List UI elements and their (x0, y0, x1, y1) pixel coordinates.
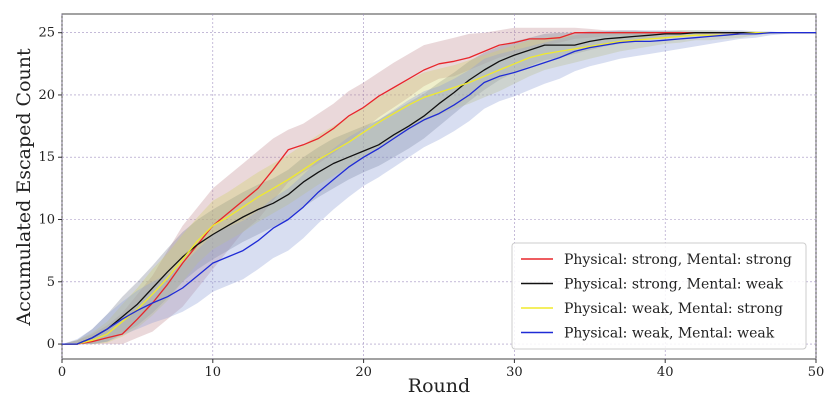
y-tick-label: 20 (38, 88, 55, 103)
x-tick-label: 20 (355, 365, 372, 380)
y-axis-label: Accumulated Escaped Count (13, 48, 35, 327)
y-axis-ticks: 0 5 10 15 20 25 (38, 26, 62, 352)
legend-label-2: Physical: weak, Mental: strong (564, 301, 783, 317)
x-tick-label: 30 (506, 365, 523, 380)
legend-label-3: Physical: weak, Mental: weak (564, 326, 775, 342)
legend-label-0: Physical: strong, Mental: strong (564, 252, 792, 268)
legend-box (511, 242, 807, 350)
y-tick-label: 5 (47, 275, 55, 290)
series-1-band (62, 31, 816, 345)
x-axis-ticks: 0 10 20 30 40 50 (58, 359, 824, 380)
x-tick-label: 0 (58, 365, 66, 380)
series-3-band (62, 30, 816, 345)
x-tick-label: 50 (808, 365, 825, 380)
legend-label-1: Physical: strong, Mental: weak (564, 277, 784, 293)
legend: Physical: strong, Mental: strong Physical… (511, 242, 807, 350)
series-lines (62, 32, 816, 345)
series-0-band (62, 27, 816, 345)
x-tick-label: 10 (205, 365, 222, 380)
series-2-line (62, 32, 816, 345)
x-tick-label: 40 (657, 365, 674, 380)
y-tick-label: 15 (38, 150, 55, 165)
x-axis-label: Round (408, 375, 470, 397)
y-tick-label: 25 (38, 26, 55, 41)
series-3-line (62, 32, 816, 345)
y-tick-label: 10 (38, 213, 55, 228)
y-tick-label: 0 (47, 337, 55, 352)
